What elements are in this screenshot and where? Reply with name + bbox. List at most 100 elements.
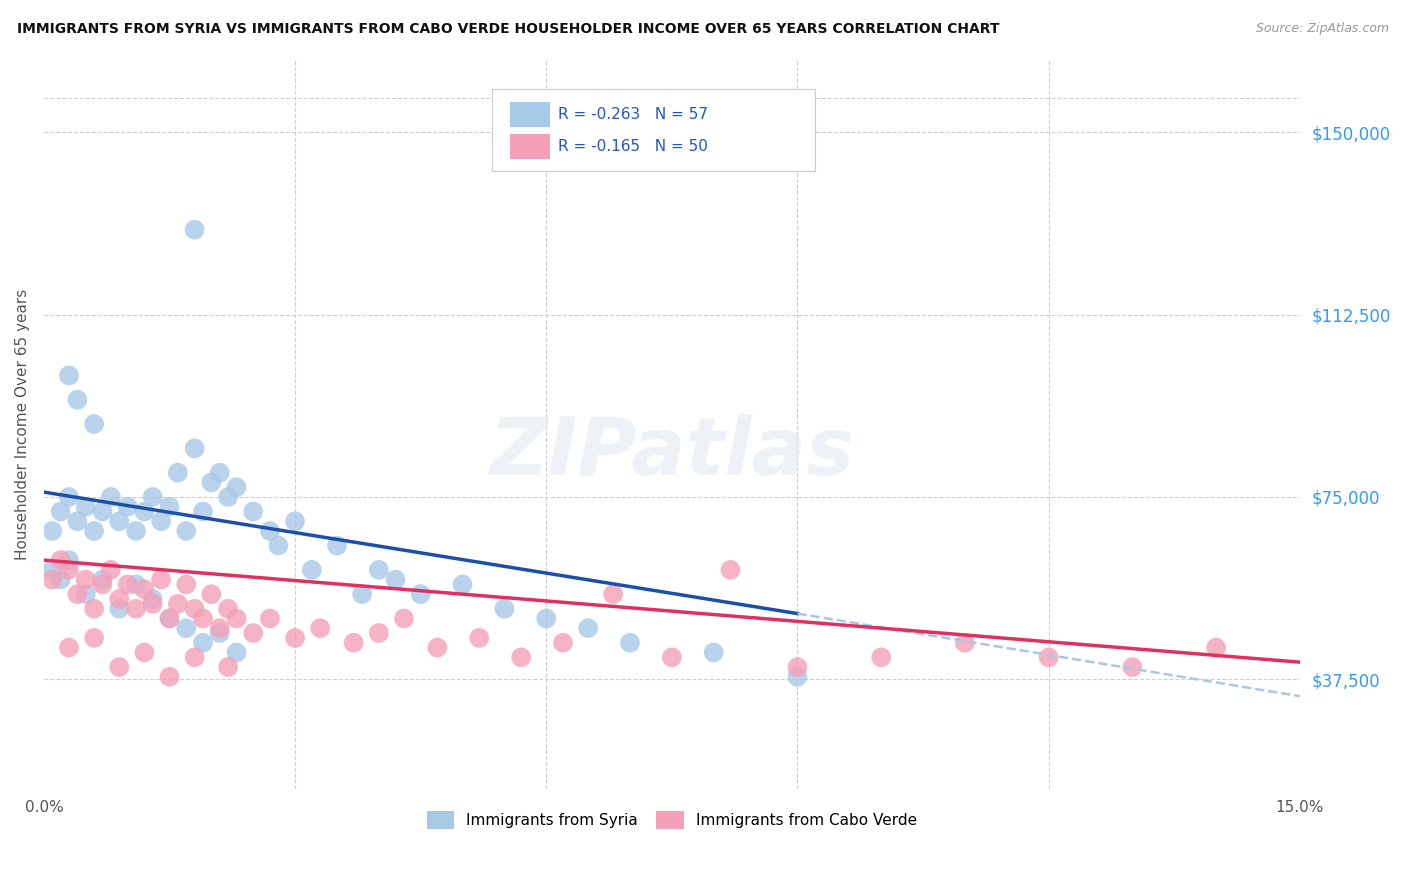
Point: [786, 660, 808, 674]
Point: [117, 500, 139, 514]
Point: [159, 500, 181, 514]
Legend: Immigrants from Syria, Immigrants from Cabo Verde: Immigrants from Syria, Immigrants from C…: [420, 805, 924, 836]
Point: [183, 442, 205, 456]
Point: [75, 587, 97, 601]
Point: [191, 504, 214, 518]
Point: [49, 553, 72, 567]
Point: [166, 466, 188, 480]
Point: [720, 563, 742, 577]
Point: [117, 577, 139, 591]
Point: [284, 514, 307, 528]
Point: [786, 670, 808, 684]
Point: [242, 504, 264, 518]
Point: [309, 621, 332, 635]
Point: [451, 577, 474, 591]
Point: [75, 500, 97, 514]
Point: [108, 601, 131, 615]
Point: [166, 597, 188, 611]
Point: [284, 631, 307, 645]
Point: [49, 573, 72, 587]
Point: [142, 592, 165, 607]
Point: [125, 577, 148, 591]
Point: [870, 650, 893, 665]
Point: [125, 601, 148, 615]
Point: [259, 611, 281, 625]
Point: [41, 563, 63, 577]
Point: [58, 563, 80, 577]
Point: [100, 490, 122, 504]
Point: [108, 660, 131, 674]
Point: [159, 611, 181, 625]
Point: [58, 368, 80, 383]
Point: [183, 650, 205, 665]
Point: [208, 466, 231, 480]
Point: [108, 592, 131, 607]
Y-axis label: Householder Income Over 65 years: Householder Income Over 65 years: [15, 288, 30, 559]
Point: [392, 611, 415, 625]
Point: [208, 621, 231, 635]
Point: [352, 587, 374, 601]
Point: [174, 524, 197, 538]
Point: [58, 553, 80, 567]
Point: [217, 601, 239, 615]
Point: [66, 392, 89, 407]
Point: [301, 563, 323, 577]
Text: ZIPatlas: ZIPatlas: [489, 414, 855, 492]
Point: [75, 573, 97, 587]
Point: [703, 645, 725, 659]
Point: [41, 573, 63, 587]
Point: [208, 626, 231, 640]
Point: [225, 480, 247, 494]
Point: [183, 601, 205, 615]
Point: [602, 587, 624, 601]
Point: [66, 514, 89, 528]
Point: [200, 587, 222, 601]
Point: [91, 577, 114, 591]
Point: [134, 582, 156, 597]
Point: [343, 636, 366, 650]
Point: [384, 573, 406, 587]
Point: [125, 524, 148, 538]
Point: [191, 636, 214, 650]
Point: [41, 524, 63, 538]
Point: [174, 621, 197, 635]
Point: [58, 490, 80, 504]
Point: [217, 660, 239, 674]
Text: R = -0.263   N = 57: R = -0.263 N = 57: [558, 107, 709, 121]
Point: [200, 475, 222, 490]
Point: [494, 601, 516, 615]
Point: [142, 597, 165, 611]
Point: [108, 514, 131, 528]
Point: [551, 636, 574, 650]
Text: Source: ZipAtlas.com: Source: ZipAtlas.com: [1256, 22, 1389, 36]
Point: [83, 631, 105, 645]
Point: [536, 611, 558, 625]
Point: [661, 650, 683, 665]
Point: [409, 587, 432, 601]
Point: [225, 611, 247, 625]
Point: [150, 514, 173, 528]
Point: [225, 645, 247, 659]
Point: [159, 670, 181, 684]
Point: [91, 573, 114, 587]
Point: [1038, 650, 1060, 665]
Point: [576, 621, 599, 635]
Point: [83, 524, 105, 538]
Point: [49, 504, 72, 518]
Point: [91, 504, 114, 518]
Point: [510, 650, 533, 665]
Point: [183, 222, 205, 236]
Point: [367, 626, 389, 640]
Point: [1205, 640, 1227, 655]
Point: [142, 490, 165, 504]
Point: [134, 504, 156, 518]
Point: [953, 636, 976, 650]
Text: R = -0.165   N = 50: R = -0.165 N = 50: [558, 139, 709, 153]
Point: [267, 539, 290, 553]
Point: [242, 626, 264, 640]
Point: [100, 563, 122, 577]
Point: [150, 573, 173, 587]
Point: [159, 611, 181, 625]
Point: [134, 645, 156, 659]
Point: [217, 490, 239, 504]
